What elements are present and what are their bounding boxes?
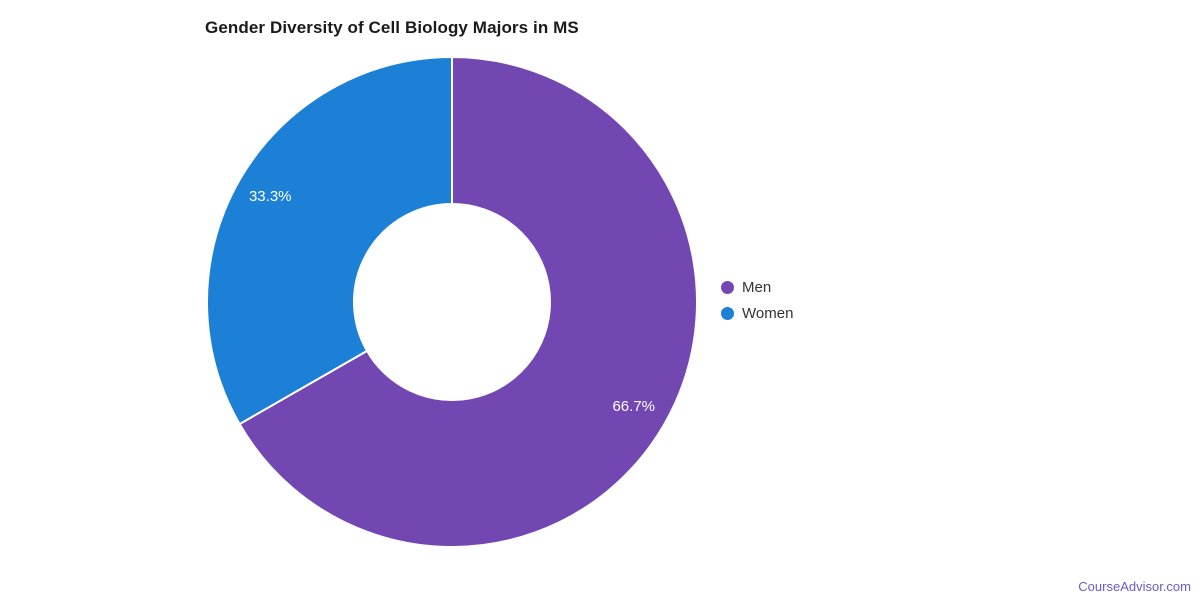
pie-slice-men[interactable] xyxy=(238,56,698,548)
legend-item-men[interactable]: Men xyxy=(721,277,793,298)
watermark-link[interactable]: CourseAdvisor.com xyxy=(1078,579,1191,594)
slice-label-women: 33.3% xyxy=(249,188,292,205)
chart-title: Gender Diversity of Cell Biology Majors … xyxy=(205,18,579,37)
legend-label-women: Women xyxy=(742,305,794,322)
legend-label-men: Men xyxy=(742,279,772,296)
legend-item-women[interactable]: Women xyxy=(721,303,793,324)
slice-label-men: 66.7% xyxy=(612,398,655,415)
pie-slice-women[interactable] xyxy=(206,56,453,426)
legend: Men Women xyxy=(721,277,793,324)
legend-marker-men-icon xyxy=(721,281,734,294)
legend-marker-women-icon xyxy=(721,307,734,320)
